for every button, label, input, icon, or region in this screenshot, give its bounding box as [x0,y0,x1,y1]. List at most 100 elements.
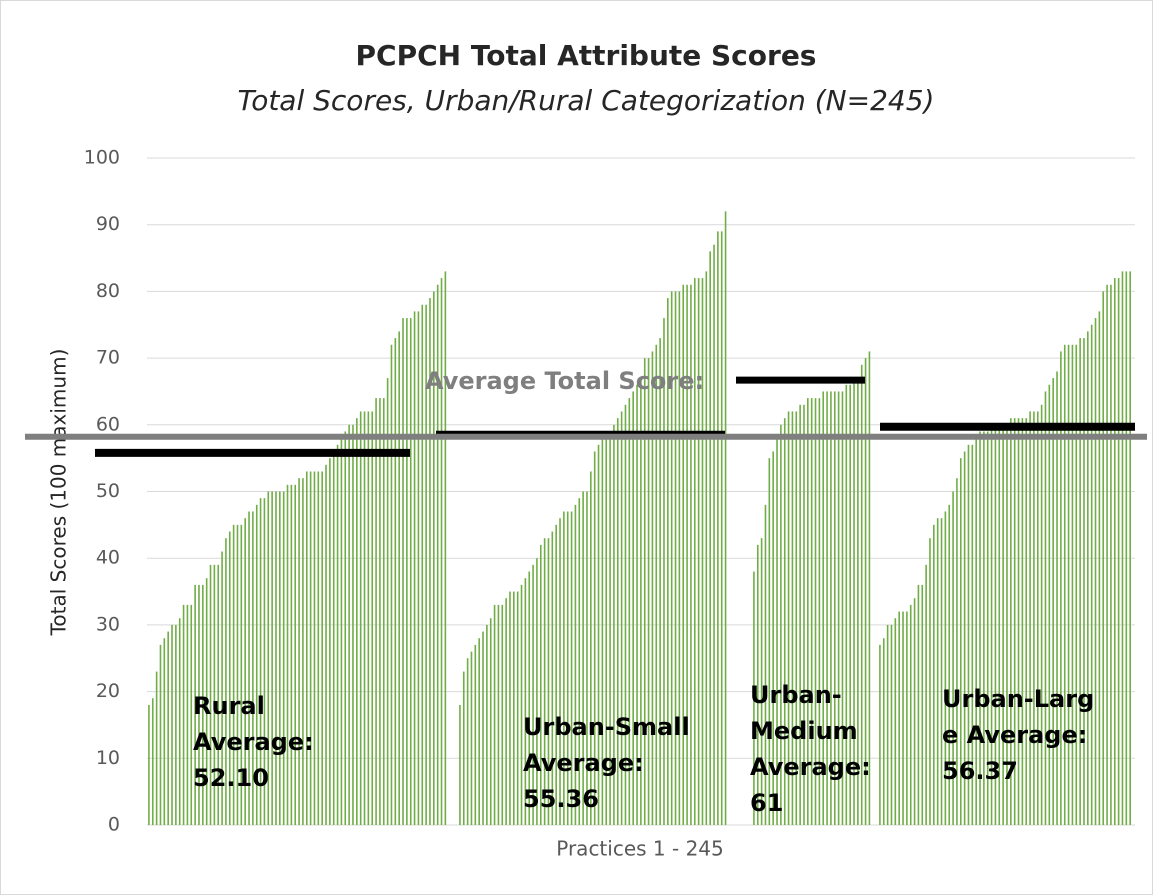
bar [244,518,246,825]
bar [1052,378,1054,825]
bar [986,431,989,825]
bar [780,424,782,825]
bar [417,311,420,825]
bar [1110,284,1112,826]
bar [429,298,431,825]
bar [678,291,681,825]
bar [547,538,550,825]
bar [640,378,642,825]
bar [807,398,809,825]
bar [906,611,908,825]
bar [1087,331,1089,825]
bar [551,531,554,825]
bar [379,398,381,825]
bar [944,511,947,825]
bar [605,431,608,825]
bar [882,638,885,825]
bar [205,578,208,825]
bar [478,638,480,825]
bar [913,598,916,825]
group-label: 52.10 [193,764,269,792]
bar [321,471,323,825]
bar [1036,411,1039,825]
bar [155,671,158,825]
bar [959,458,962,825]
bar [717,231,719,825]
bar [570,511,573,825]
bar [1029,411,1031,825]
bar [1113,278,1116,825]
y-tick-label: 60 [96,413,120,435]
bar [352,424,354,825]
bar [764,504,767,825]
bar [275,491,277,825]
bar [756,544,759,825]
bar [791,411,794,825]
bar [255,504,258,825]
bar [232,524,235,825]
bar [1098,311,1101,825]
bar [348,424,350,825]
bar [194,584,196,825]
y-tick-label: 30 [96,613,120,635]
bar [917,584,920,825]
bar [317,471,320,825]
bar [701,278,704,825]
bar [198,584,200,825]
bar [693,278,696,825]
bar [760,538,763,825]
bar [925,564,927,825]
bar [1083,338,1085,825]
group-label: 56.37 [942,757,1018,785]
group-label: Urban-Small [523,713,690,741]
bar [290,484,293,825]
bar [1040,404,1043,825]
bar [228,531,231,825]
bar [217,564,220,825]
bar [175,624,177,825]
bar [933,524,935,825]
bar [1044,391,1047,825]
bar [952,491,954,825]
bar [409,318,412,825]
bar [909,604,912,825]
y-tick-label: 70 [96,347,120,369]
bar [536,558,538,825]
bar [221,551,223,825]
bar [776,438,778,825]
bar [294,484,297,825]
bar [513,591,515,825]
bar [325,464,327,825]
bar [539,544,542,825]
y-tick-label: 80 [96,280,120,302]
bar [462,671,465,825]
bar [814,398,817,825]
bar [983,431,985,825]
bar [724,211,727,826]
bar [845,384,848,825]
bar [902,611,904,825]
bar [830,391,832,825]
bar [356,418,358,825]
bar [1075,344,1078,825]
group-label: 61 [750,789,783,817]
bar [601,438,604,825]
bar [860,364,863,825]
group-label: Urban-Larg [942,685,1094,713]
bar [329,458,331,825]
bar [690,284,692,826]
bar [686,284,688,826]
bar [493,604,496,825]
bar [178,618,181,825]
bar [921,584,924,825]
bar [186,604,189,825]
bar [248,511,250,825]
bar [753,571,755,825]
bar [936,518,939,825]
bar [371,411,374,825]
bar [344,431,347,825]
bar [263,498,266,825]
y-tick-label: 90 [96,213,120,235]
bar [363,411,366,825]
x-axis-label: Practices 1 - 245 [556,837,724,861]
